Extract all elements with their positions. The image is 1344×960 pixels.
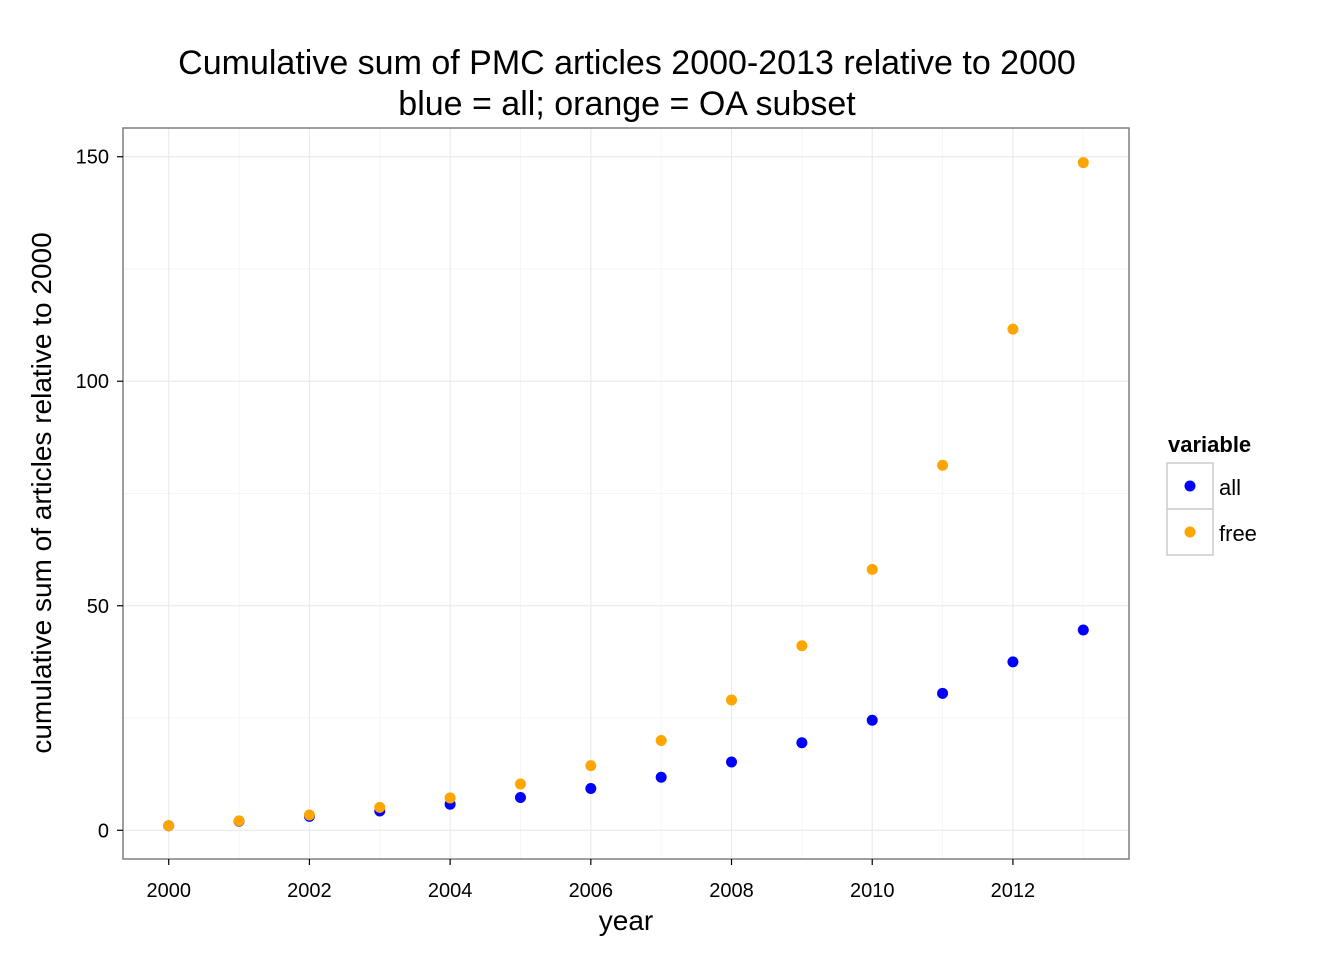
- data-points: [163, 157, 1089, 832]
- y-tick-label: 150: [76, 147, 109, 169]
- point-all-2012: [1007, 656, 1019, 668]
- x-tick-label: 2010: [850, 880, 895, 902]
- point-free-2010: [866, 563, 878, 575]
- legend: variable all free: [1166, 432, 1257, 556]
- point-all-2006: [585, 783, 597, 795]
- x-axis-ticks: 2000 2002 2004 2006 2008 2010 2012: [146, 859, 1035, 902]
- y-tick-label: 100: [76, 371, 109, 393]
- legend-label-all: all: [1219, 475, 1241, 500]
- point-all-2010: [866, 714, 878, 726]
- x-tick-label: 2000: [146, 880, 191, 902]
- legend-marker-free: [1184, 526, 1196, 538]
- plot-border: [122, 127, 1130, 860]
- legend-title: variable: [1168, 432, 1251, 457]
- x-tick-label: 2012: [991, 880, 1036, 902]
- x-axis-title: year: [599, 905, 653, 936]
- point-free-2001: [233, 815, 245, 827]
- point-free-2005: [514, 778, 526, 790]
- point-all-2008: [726, 756, 738, 768]
- point-free-2002: [303, 809, 315, 821]
- point-all-2013: [1077, 624, 1089, 636]
- point-free-2008: [726, 694, 738, 706]
- x-tick-label: 2008: [709, 880, 754, 902]
- point-all-2007: [655, 771, 667, 783]
- y-axis-ticks: 0 50 100 150: [76, 147, 123, 842]
- y-axis-title: cumulative sum of articles relative to 2…: [26, 232, 57, 753]
- x-tick-label: 2004: [428, 880, 473, 902]
- chart-title: Cumulative sum of PMC articles 2000-2013…: [178, 44, 1076, 82]
- point-all-2005: [514, 791, 526, 803]
- point-all-2011: [937, 687, 949, 699]
- legend-label-free: free: [1219, 521, 1257, 546]
- point-free-2013: [1077, 157, 1089, 169]
- point-free-2006: [585, 760, 597, 772]
- point-free-2011: [937, 459, 949, 471]
- point-free-2009: [796, 640, 808, 652]
- point-free-2012: [1007, 323, 1019, 335]
- point-all-2009: [796, 737, 808, 749]
- point-free-2003: [374, 801, 386, 813]
- chart-subtitle: blue = all; orange = OA subset: [398, 85, 856, 123]
- y-tick-label: 0: [98, 820, 109, 842]
- point-free-2007: [655, 734, 667, 746]
- x-tick-label: 2002: [287, 880, 332, 902]
- point-free-2000: [163, 820, 175, 832]
- grid-lines: [123, 128, 1129, 859]
- point-free-2004: [444, 792, 456, 804]
- y-tick-label: 50: [87, 596, 109, 618]
- legend-marker-all: [1184, 480, 1196, 492]
- x-tick-label: 2006: [569, 880, 614, 902]
